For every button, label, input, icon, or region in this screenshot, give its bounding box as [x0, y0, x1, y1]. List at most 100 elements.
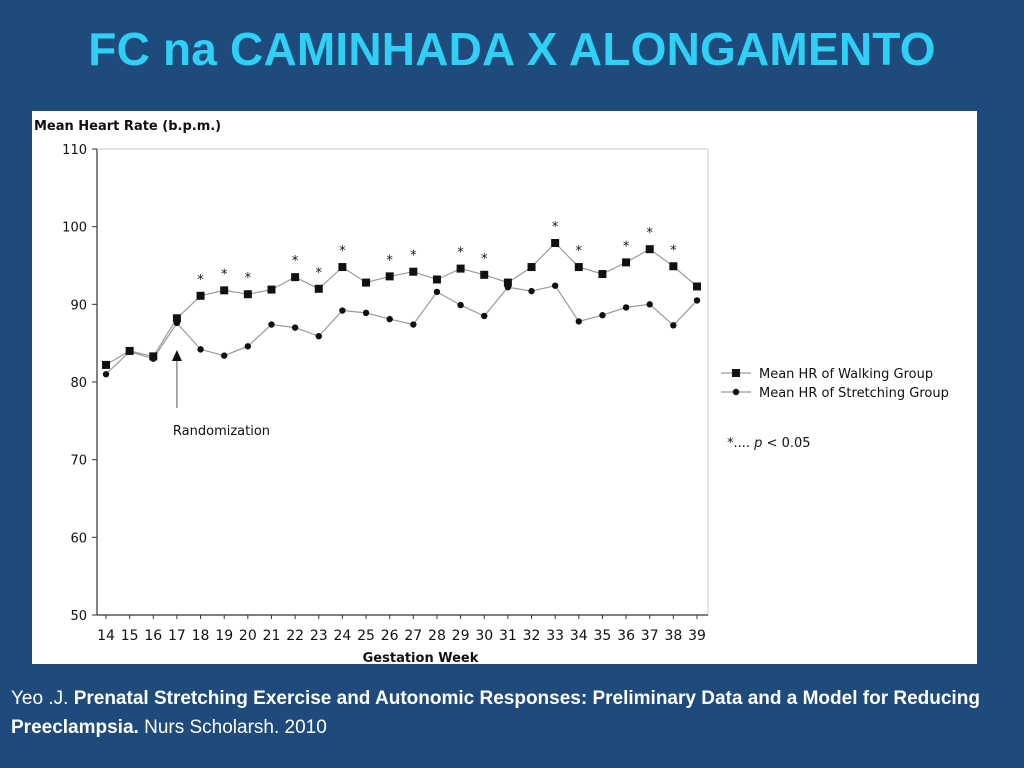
significance-marker-week-19: *: [221, 267, 228, 282]
x-tick-label-30: 30: [475, 628, 493, 644]
y-tick-label-100: 100: [62, 221, 87, 236]
x-tick-label-33: 33: [546, 628, 564, 644]
point-walking-week-20: [243, 290, 252, 299]
significance-marker-week-18: *: [197, 273, 204, 288]
point-walking-week-36: [622, 258, 631, 267]
significance-marker-week-29: *: [457, 246, 464, 261]
point-stretching-week-29: [457, 301, 464, 309]
significance-marker-week-22: *: [292, 254, 299, 269]
significance-marker-week-30: *: [481, 252, 488, 267]
x-tick-label-19: 19: [215, 628, 233, 644]
point-walking-week-34: [574, 263, 583, 272]
line-chart: Mean Heart Rate (b.p.m.) 50 60 70 80 90 100 110…: [34, 119, 949, 664]
x-tick-label-31: 31: [499, 628, 517, 644]
significance-marker-week-36: *: [623, 239, 630, 254]
point-stretching-week-19: [221, 352, 228, 359]
y-tick-label-70: 70: [70, 454, 87, 469]
significance-marker-week-34: *: [576, 244, 583, 259]
series-line-walking: [105, 242, 698, 366]
x-tick-label-15: 15: [121, 628, 139, 644]
significance-marker-week-38: *: [670, 243, 677, 258]
point-stretching-week-39: [693, 297, 701, 304]
point-stretching-week-15: [126, 348, 133, 355]
point-walking-week-35: [598, 270, 607, 279]
randomization-arrow-head: [171, 350, 182, 361]
point-walking-week-37: [645, 245, 654, 254]
legend-marker-stretching: [732, 388, 740, 396]
legend-marker-walking: [732, 369, 740, 377]
x-tick-label-34: 34: [570, 628, 588, 644]
point-walking-week-32: [527, 263, 536, 272]
significance-marker-week-37: *: [646, 226, 653, 241]
point-stretching-week-30: [481, 312, 488, 320]
chart-panel: Mean Heart Rate (b.p.m.) 50 60 70 80 90 100 110…: [32, 111, 977, 664]
point-stretching-week-28: [433, 288, 441, 296]
significance-marker-week-23: *: [316, 266, 323, 281]
x-tick-label-32: 32: [523, 628, 541, 644]
x-tick-label-22: 22: [286, 628, 304, 644]
point-stretching-week-21: [268, 321, 275, 328]
point-stretching-week-31: [504, 284, 512, 291]
x-tick-label-26: 26: [381, 628, 399, 644]
point-stretching-week-27: [410, 321, 417, 328]
point-walking-week-21: [267, 285, 276, 294]
y-tick-label-60: 60: [70, 531, 87, 546]
citation-author: Yeo .J.: [11, 688, 69, 709]
x-axis-title: Gestation Week: [363, 651, 479, 664]
point-stretching-week-22: [291, 324, 299, 331]
point-walking-week-25: [362, 278, 371, 287]
point-walking-week-17: [172, 314, 181, 323]
x-tick-label-37: 37: [641, 628, 659, 644]
y-axis-title: Mean Heart Rate (b.p.m.): [34, 119, 221, 134]
point-stretching-week-38: [670, 322, 677, 329]
point-walking-week-30: [480, 270, 489, 279]
y-tick-label-90: 90: [70, 298, 87, 313]
x-tick-label-20: 20: [239, 628, 257, 644]
y-tick-label-110: 110: [62, 143, 87, 158]
point-walking-week-24: [338, 263, 347, 272]
point-stretching-week-36: [622, 304, 630, 311]
citation-article-title: Prenatal Stretching Exercise and Autonom…: [11, 688, 980, 738]
y-tick-label-50: 50: [70, 609, 87, 624]
point-walking-week-23: [314, 284, 323, 293]
slide-title: FC na CAMINHADA X ALONGAMENTO: [88, 23, 936, 75]
x-tick-label-14: 14: [97, 628, 115, 644]
point-stretching-week-33: [551, 282, 559, 289]
x-tick-label-17: 17: [168, 628, 186, 644]
legend-label-walking: Mean HR of Walking Group: [759, 367, 933, 382]
point-stretching-week-26: [386, 315, 393, 323]
point-stretching-week-20: [244, 343, 252, 350]
point-stretching-week-17: [173, 319, 181, 327]
point-stretching-week-16: [150, 355, 157, 362]
x-tick-label-18: 18: [192, 628, 210, 644]
x-tick-label-23: 23: [310, 628, 328, 644]
significance-legend: *.... p < 0.05: [727, 436, 811, 451]
x-tick-label-39: 39: [688, 628, 706, 644]
point-walking-week-38: [669, 262, 678, 271]
point-stretching-week-37: [646, 301, 653, 308]
legend-label-stretching: Mean HR of Stretching Group: [759, 386, 949, 401]
x-tick-label-16: 16: [144, 628, 162, 644]
point-walking-week-14: [102, 360, 110, 369]
point-walking-week-26: [385, 272, 394, 281]
x-tick-label-36: 36: [617, 628, 635, 644]
significance-marker-week-33: *: [552, 220, 559, 235]
point-walking-week-33: [551, 238, 560, 247]
x-tick-label-28: 28: [428, 628, 446, 644]
x-tick-label-29: 29: [452, 628, 470, 644]
randomization-label: Randomization: [173, 424, 270, 439]
x-tick-label-27: 27: [404, 628, 422, 644]
point-walking-week-22: [291, 273, 300, 282]
point-stretching-week-34: [575, 318, 582, 325]
point-stretching-week-23: [315, 332, 322, 340]
x-tick-label-35: 35: [594, 628, 612, 644]
point-walking-week-18: [196, 291, 205, 300]
point-walking-week-39: [693, 282, 701, 291]
point-stretching-week-35: [599, 312, 606, 319]
point-stretching-week-18: [197, 346, 204, 353]
significance-marker-week-27: *: [410, 249, 417, 264]
point-stretching-week-25: [362, 309, 370, 317]
x-tick-label-38: 38: [664, 628, 682, 644]
citation-journal: Nurs Scholarsh. 2010: [144, 717, 327, 738]
x-tick-label-25: 25: [357, 628, 375, 644]
